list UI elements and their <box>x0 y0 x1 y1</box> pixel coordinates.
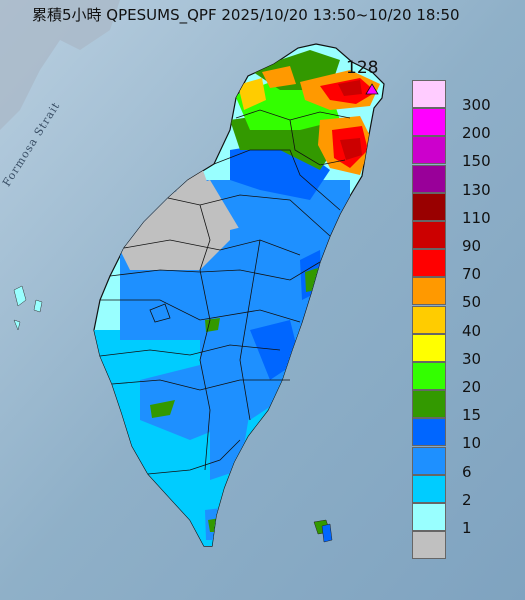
legend-label: 40 <box>462 321 482 340</box>
legend-label: 90 <box>462 237 482 255</box>
map-title: 累積5小時 QPESUMS_QPF 2025/10/20 13:50~10/20… <box>32 6 460 24</box>
legend-label: 6 <box>462 462 472 481</box>
legend-swatch <box>412 531 446 560</box>
legend-label: 10 <box>462 434 482 453</box>
legend-swatch <box>412 108 446 137</box>
county-boundaries <box>99 109 351 475</box>
legend-swatch <box>412 164 446 193</box>
legend-swatch <box>412 80 446 108</box>
orchid-island <box>321 523 333 543</box>
legend-swatch <box>412 305 446 334</box>
legend-swatch <box>412 221 446 249</box>
legend-swatch <box>412 418 446 447</box>
legend-label: 200 <box>462 124 491 143</box>
legend-swatch <box>412 474 446 503</box>
legend-swatch <box>412 333 446 362</box>
legend-swatch <box>412 192 446 221</box>
max-rainfall-marker <box>365 83 379 95</box>
legend-label: 150 <box>462 152 491 171</box>
legend-swatch <box>412 136 446 165</box>
legend-label: 130 <box>462 180 491 199</box>
legend-swatch <box>412 249 446 278</box>
legend-label: 70 <box>462 265 482 284</box>
legend-label: 2 <box>462 490 472 509</box>
legend-label: 50 <box>462 293 482 312</box>
china-coast <box>0 0 120 130</box>
legend-swatch <box>412 503 446 531</box>
legend-swatch <box>412 362 446 390</box>
rainfall-legend: 300 200 150 130 110 90 70 50 40 30 20 15 10 6 2 1 <box>412 80 520 580</box>
legend-label: 15 <box>462 406 482 425</box>
legend-swatch <box>412 446 446 475</box>
legend-label: 1 <box>462 519 472 537</box>
legend-swatch <box>412 277 446 306</box>
legend-label: 300 <box>462 96 491 114</box>
penghu-islands <box>13 285 43 331</box>
legend-swatch <box>412 390 446 419</box>
legend-label: 110 <box>462 208 491 227</box>
legend-label: 30 <box>462 349 482 368</box>
max-rainfall-label: 128 <box>346 58 379 78</box>
legend-label: 20 <box>462 378 482 396</box>
